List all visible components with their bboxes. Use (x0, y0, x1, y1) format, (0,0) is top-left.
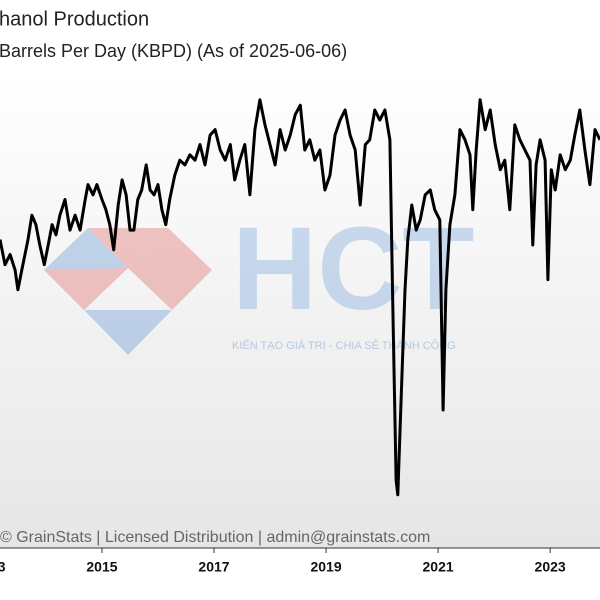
plot-background (0, 70, 600, 548)
watermark-tagline: KIẾN TẠO GIÁ TRỊ - CHIA SẺ THÀNH CÔNG (232, 339, 456, 352)
chart-title: hanol Production (0, 8, 149, 30)
chart-subtitle: Barrels Per Day (KBPD) (As of 2025-06-06… (0, 41, 347, 61)
x-tick-label: 2021 (423, 559, 454, 575)
x-tick-label: 2019 (310, 559, 341, 575)
series-line (0, 98, 600, 497)
x-tick-label: 2017 (198, 559, 229, 575)
x-tick-label: 2015 (86, 559, 117, 575)
x-tick-label: 2023 (535, 559, 566, 575)
watermark-logo-text: HCT (232, 203, 475, 335)
watermark-logo (44, 228, 212, 355)
footer: © GrainStats | Licensed Distribution | a… (0, 529, 430, 546)
x-tick-label: 2013 (0, 559, 6, 575)
